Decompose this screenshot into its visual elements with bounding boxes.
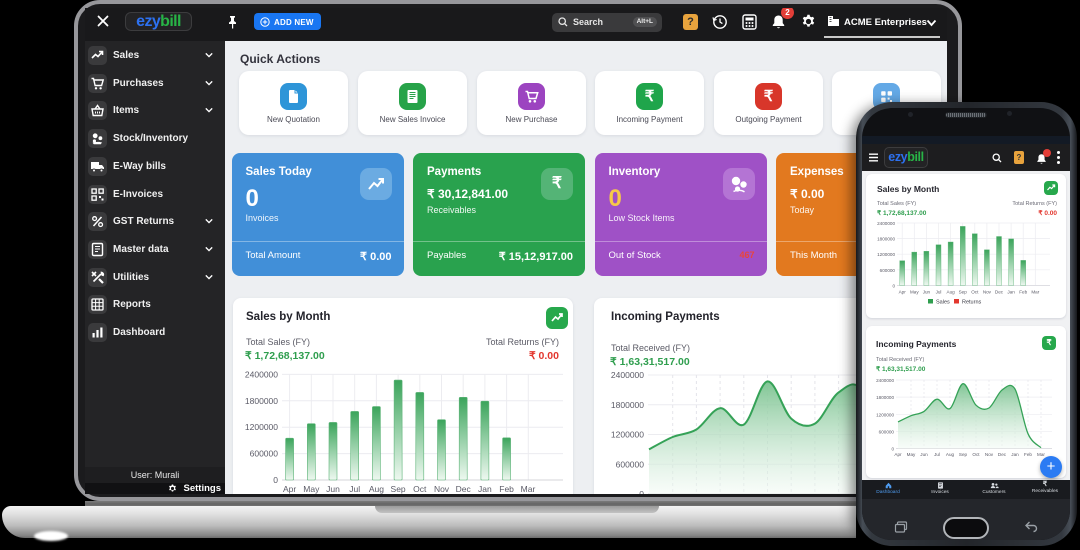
svg-text:Apr: Apr <box>894 452 902 457</box>
svg-text:Jan: Jan <box>1011 452 1019 457</box>
svg-text:Feb: Feb <box>1024 452 1032 457</box>
svg-text:Sep: Sep <box>391 484 406 494</box>
svg-text:Mar: Mar <box>1037 452 1045 457</box>
svg-text:1800000: 1800000 <box>876 395 894 400</box>
svg-text:Jan: Jan <box>478 484 492 494</box>
svg-text:Sep: Sep <box>959 452 968 457</box>
svg-text:2400000: 2400000 <box>877 221 895 226</box>
svg-text:0: 0 <box>892 283 895 288</box>
svg-text:Sep: Sep <box>959 290 968 295</box>
svg-text:Nov: Nov <box>985 452 994 457</box>
svg-text:600000: 600000 <box>880 268 896 273</box>
svg-text:Mar: Mar <box>1031 290 1039 295</box>
svg-text:Oct: Oct <box>971 290 979 295</box>
svg-text:0: 0 <box>273 475 278 485</box>
svg-text:Jun: Jun <box>920 452 928 457</box>
svg-text:Feb: Feb <box>1019 290 1027 295</box>
svg-text:2400000: 2400000 <box>611 370 644 380</box>
svg-text:Jun: Jun <box>326 484 340 494</box>
svg-text:Oct: Oct <box>413 484 427 494</box>
svg-text:Aug: Aug <box>947 290 956 295</box>
svg-text:Aug: Aug <box>369 484 384 494</box>
svg-text:1200000: 1200000 <box>877 252 895 257</box>
svg-text:2400000: 2400000 <box>876 378 894 383</box>
svg-text:Apr: Apr <box>899 290 907 295</box>
svg-text:Nov: Nov <box>983 290 992 295</box>
svg-text:Dec: Dec <box>456 484 472 494</box>
svg-text:Nov: Nov <box>434 484 450 494</box>
svg-text:Mar: Mar <box>521 484 536 494</box>
svg-text:Jun: Jun <box>923 290 931 295</box>
svg-text:1200000: 1200000 <box>876 412 894 417</box>
svg-text:Dec: Dec <box>995 290 1004 295</box>
svg-text:1800000: 1800000 <box>877 237 895 242</box>
svg-text:0: 0 <box>891 447 894 452</box>
svg-text:May: May <box>303 484 320 494</box>
svg-text:600000: 600000 <box>250 449 279 459</box>
svg-text:Sales: Sales <box>936 300 950 306</box>
svg-text:Feb: Feb <box>499 484 514 494</box>
svg-text:May: May <box>907 452 916 457</box>
svg-text:1200000: 1200000 <box>611 430 644 440</box>
svg-text:Jul: Jul <box>936 290 942 295</box>
svg-text:Returns: Returns <box>962 300 982 306</box>
svg-text:Dec: Dec <box>998 452 1007 457</box>
svg-text:May: May <box>910 290 919 295</box>
svg-text:2400000: 2400000 <box>245 369 278 379</box>
svg-text:Apr: Apr <box>283 484 296 494</box>
svg-text:Aug: Aug <box>946 452 955 457</box>
svg-text:0: 0 <box>639 489 644 494</box>
svg-text:Oct: Oct <box>972 452 980 457</box>
svg-text:600000: 600000 <box>879 429 895 434</box>
svg-text:1800000: 1800000 <box>245 396 278 406</box>
svg-text:600000: 600000 <box>616 459 645 469</box>
svg-text:Jan: Jan <box>1007 290 1015 295</box>
svg-text:1800000: 1800000 <box>611 400 644 410</box>
svg-text:1200000: 1200000 <box>245 422 278 432</box>
svg-text:Jul: Jul <box>934 452 940 457</box>
svg-text:Jul: Jul <box>349 484 360 494</box>
